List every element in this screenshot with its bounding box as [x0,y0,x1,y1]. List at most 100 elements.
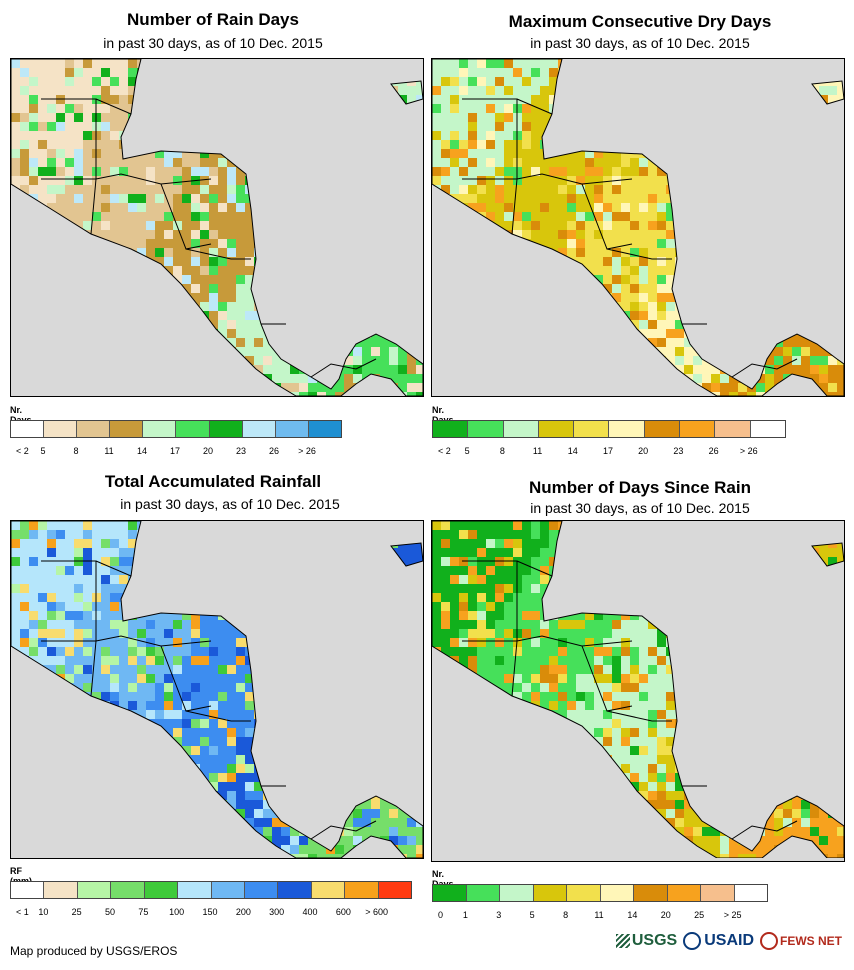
legend-swatch [178,882,212,898]
legend-swatch [44,882,78,898]
legend-label: 14 [627,910,638,920]
legend-label: > 26 [298,446,316,456]
legend-label: 23 [235,446,247,456]
legend-label: 10 [38,907,49,917]
country-border [90,640,97,697]
legend-label: 0 [438,910,444,920]
legend-swatch [209,421,243,437]
legend-labels: < 2 5 8 11 14 17 20 23 26 > 26 [10,446,340,458]
legend-label: > 25 [723,910,742,920]
usgs-logo-text: USGS [631,932,678,949]
country-border [606,710,672,722]
coastline [432,59,844,396]
coastline [11,521,423,858]
map-total-rainfall [10,520,424,859]
legend-swatch [634,885,668,901]
legend-labels: < 1 10 25 50 75 100 150 200 300 400 600 > 600 [10,907,410,919]
legend-swatch [750,421,785,437]
panel-title: Number of Rain Days [127,10,299,29]
legend-labels: < 2 5 8 11 14 17 20 23 26 > 26 [432,446,784,458]
legend-bar [10,881,412,899]
usgs-logo: USGS [615,932,678,950]
panel-title: Number of Days Since Rain [528,478,751,497]
panel-subtitle: in past 30 days, as of 10 Dec. 2015 [103,35,323,51]
coastline [390,80,423,105]
usaid-logo: USAID [683,932,754,950]
legend-swatch [77,882,112,898]
coastline [432,521,844,858]
legend-label: 20 [202,446,214,456]
legend-swatch [345,882,379,898]
legend-swatch [144,882,179,898]
legend-label: < 2 [438,446,451,456]
map-svg [432,59,844,396]
country-border [310,358,377,378]
legend-label: 300 [269,907,285,917]
country-border [310,820,377,840]
legend-label: 20 [660,910,671,920]
legend-swatch [533,885,567,901]
legend-swatch [433,885,467,901]
map-rain-days [10,58,424,397]
legend-swatch [143,421,177,437]
legend-swatch [609,421,645,437]
legend-label: < 1 [16,907,29,917]
legend-label: 23 [673,446,684,456]
legend-label: 5 [529,910,535,920]
legend-label: 400 [302,907,318,917]
legend-swatch [644,421,681,437]
legend-bar [432,420,786,438]
map-svg [11,59,423,396]
coastline [811,542,844,567]
legend-label: 11 [104,446,114,456]
legend-label: 600 [335,907,351,917]
legend-label: > 26 [739,446,758,456]
legend-swatch [275,421,309,437]
legend-label: > 600 [365,907,389,917]
legend-swatch [567,885,601,901]
legend-swatch [433,421,469,437]
legend-swatch [734,885,767,901]
panel-subtitle: in past 30 days, as of 10 Dec. 2015 [530,500,750,516]
coastline [811,80,844,105]
legend-swatch [211,882,245,898]
map-max-dry-days [431,58,845,397]
country-border [185,248,251,260]
legend-label: < 2 [16,446,29,456]
country-border [462,560,518,642]
legend-swatch [242,421,276,437]
fews-logo: FEWS NET [760,932,842,950]
legend-bar [432,884,768,902]
country-border [511,640,518,697]
legend-label: 14 [567,446,578,456]
partner-logos: USGS USAID FEWS NET [615,932,842,950]
legend-label: 11 [532,446,543,456]
country-border [516,98,553,115]
country-border [95,560,132,577]
legend-label: 25 [694,910,705,920]
legend-swatch [44,421,78,437]
legend-labels: 0 1 3 5 8 11 14 20 25 > 25 [432,910,766,922]
usaid-seal-icon [683,932,702,950]
legend-swatch [667,885,701,901]
legend-label: 14 [136,446,148,456]
legend-swatch [311,882,346,898]
legend-label: 8 [499,446,505,456]
legend-swatch [278,882,312,898]
country-border [41,560,97,642]
legend-label: 26 [708,446,719,456]
legend-swatch [701,885,735,901]
legend-swatch [176,421,210,437]
legend-swatch [77,421,111,437]
country-border [516,635,633,647]
legend-label: 8 [73,446,79,456]
legend-label: 17 [602,446,614,456]
panel-title: Total Accumulated Rainfall [104,472,322,491]
legend-label: 26 [268,446,280,456]
legend-swatch [378,882,412,898]
country-border [731,358,798,378]
legend-swatch [715,421,751,437]
legend-label: 3 [496,910,502,920]
legend-swatch [308,421,341,437]
legend-label: 1 [462,910,468,920]
